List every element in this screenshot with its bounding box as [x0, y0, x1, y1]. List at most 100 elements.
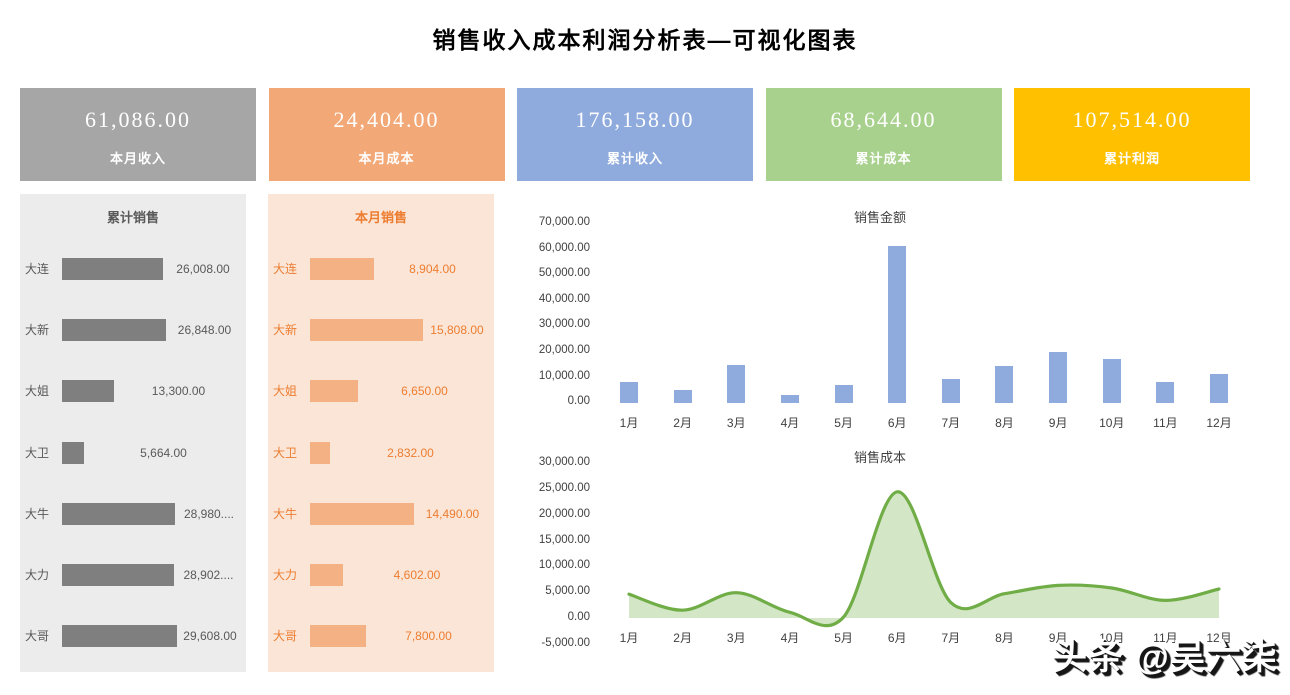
value-label: 28,902.... — [183, 568, 234, 582]
category-label: 大哥 — [25, 629, 50, 644]
bar — [62, 564, 174, 586]
bar-row: 大牛 28,980.... — [20, 502, 246, 525]
bar — [310, 502, 414, 525]
kpi-label: 累计利润 — [1103, 151, 1160, 166]
cost-line — [627, 490, 1221, 628]
bar-row: 大新 15,808.00 — [268, 319, 494, 342]
category-label: 大姐 — [273, 384, 298, 399]
toutiao-watermark: 头条 @吴六柒 — [1052, 638, 1278, 677]
value-label: 28,980.... — [183, 506, 235, 521]
value-label: 13,300.00 — [151, 384, 206, 399]
month-sales-chart: 本月销售 大连 8,904.00 大新 15,808.00 大姐 6,650.00 大卫 2,… — [268, 194, 494, 672]
value-label: 15,808.00 — [430, 323, 484, 338]
x-axis-tick: 9月 — [1048, 416, 1068, 430]
x-axis-tick: 11月 — [1153, 416, 1178, 430]
column-bar — [1210, 374, 1229, 403]
kpi-label: 累计收入 — [606, 151, 663, 166]
column-bar — [727, 365, 746, 403]
y-axis-tick: 20,000.00 — [538, 507, 590, 520]
y-axis-tick: 30,000.00 — [538, 318, 590, 331]
x-axis-tick: 4月 — [780, 416, 800, 430]
bar — [310, 258, 374, 280]
bar-row: 大力 4,602.00 — [268, 564, 494, 586]
y-axis-tick: 30,000.00 — [538, 456, 590, 468]
value-label: 5,664.00 — [140, 445, 187, 460]
kpi-card-total-profit: 107,514.00 累计利润 — [1014, 88, 1250, 181]
bar — [62, 319, 166, 342]
category-label: 大哥 — [273, 629, 298, 644]
bar — [310, 564, 343, 586]
bar — [310, 625, 366, 648]
bar-row: 大姐 13,300.00 — [20, 380, 246, 403]
chart-title: 销售成本 — [853, 450, 906, 465]
column-bar — [1049, 352, 1068, 403]
column-bar — [673, 390, 692, 403]
y-axis-tick: 25,000.00 — [538, 481, 590, 494]
category-label: 大连 — [273, 262, 298, 276]
x-axis-tick: 8月 — [995, 631, 1014, 645]
y-axis-tick: 20,000.00 — [538, 344, 590, 356]
y-axis-tick: 40,000.00 — [538, 292, 590, 305]
value-label: 4,602.00 — [393, 568, 441, 582]
bar-row: 大牛 14,490.00 — [268, 502, 494, 525]
bar-row: 大姐 6,650.00 — [268, 380, 494, 403]
category-label: 大新 — [25, 323, 50, 338]
x-axis-tick: 12月 — [1206, 631, 1232, 645]
x-axis-tick: 10月 — [1099, 631, 1125, 645]
x-axis-tick: 9月 — [1048, 631, 1068, 645]
x-axis-tick: 7月 — [941, 631, 961, 645]
y-axis-tick: 15,000.00 — [538, 533, 590, 546]
y-axis-tick: 0.00 — [567, 395, 590, 408]
value-label: 26,008.00 — [176, 262, 230, 276]
column-bar — [620, 382, 638, 403]
value-label: 29,608.00 — [183, 629, 237, 644]
x-axis-tick: 5月 — [834, 631, 853, 645]
kpi-label: 本月成本 — [358, 151, 415, 166]
x-axis-tick: 6月 — [887, 631, 907, 645]
y-axis-tick: 60,000.00 — [538, 241, 590, 254]
x-axis-tick: 7月 — [941, 416, 961, 430]
bar-row: 大新 26,848.00 — [20, 319, 246, 342]
x-axis-tick: 1月 — [619, 416, 639, 430]
x-axis-tick: 3月 — [726, 416, 746, 430]
bar — [62, 258, 163, 280]
x-axis-tick: 1月 — [619, 631, 639, 645]
value-label: 6,650.00 — [401, 384, 448, 399]
bar-row: 大哥 7,800.00 — [268, 625, 494, 648]
chart-title: 累计销售 — [106, 210, 159, 225]
chart-title: 本月销售 — [354, 210, 407, 225]
x-axis-tick: 12月 — [1206, 416, 1232, 430]
kpi-card-total-cost: 68,644.00 累计成本 — [765, 88, 1002, 181]
bar-row: 大力 28,902.... — [20, 564, 246, 586]
kpi-value: 61,086.00 — [85, 107, 191, 132]
x-axis-tick: 4月 — [780, 631, 800, 645]
y-axis-tick: 0.00 — [567, 611, 590, 624]
y-axis-tick: 5,000.00 — [545, 585, 590, 598]
value-label: 14,490.00 — [425, 506, 480, 521]
bar — [62, 380, 114, 403]
bar — [62, 625, 177, 648]
column-bar — [834, 385, 853, 403]
bar — [310, 380, 358, 403]
page-title: 销售收入成本利润分析表—可视化图表 — [432, 27, 858, 53]
bar-row: 大连 26,008.00 — [20, 258, 246, 280]
category-label: 大力 — [273, 568, 298, 582]
cumulative-sales-chart: 累计销售 大连 26,008.00 大新 26,848.00 大姐 13,300.00 大卫… — [20, 194, 246, 672]
kpi-card-total-revenue: 176,158.00 累计收入 — [517, 88, 753, 181]
column-bar — [941, 379, 960, 403]
y-axis-tick: 70,000.00 — [538, 216, 590, 228]
category-label: 大姐 — [25, 384, 50, 399]
y-axis-tick: -5,000.00 — [541, 637, 590, 650]
bar-row: 大卫 2,832.00 — [268, 441, 494, 464]
kpi-value: 107,514.00 — [1072, 107, 1192, 132]
value-label: 2,832.00 — [387, 445, 434, 460]
column-bar — [1102, 359, 1121, 403]
column-bar — [888, 246, 907, 403]
bar-row: 大哥 29,608.00 — [20, 625, 246, 648]
column-bar — [780, 395, 799, 403]
category-label: 大卫 — [273, 445, 298, 460]
y-axis-tick: 10,000.00 — [538, 559, 590, 572]
x-axis-tick: 10月 — [1099, 416, 1125, 430]
kpi-value: 24,404.00 — [333, 107, 440, 132]
category-label: 大连 — [25, 262, 50, 276]
